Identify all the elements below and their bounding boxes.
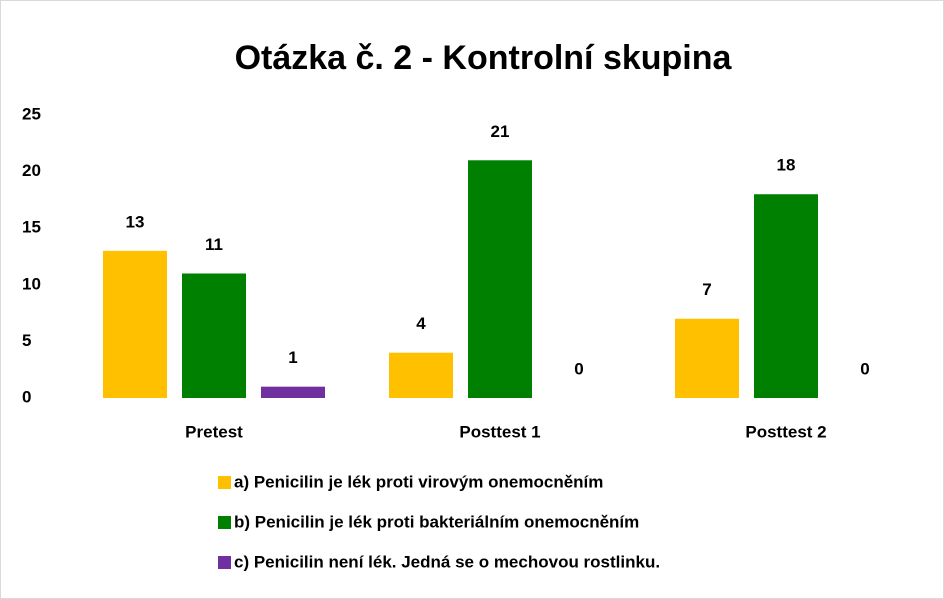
y-tick-label: 20 (22, 161, 41, 180)
data-label: 7 (702, 280, 711, 299)
legend-swatch (218, 556, 231, 569)
y-tick-label: 15 (22, 218, 41, 237)
data-label: 21 (491, 122, 510, 141)
legend-swatch (218, 476, 231, 489)
y-tick-label: 5 (22, 331, 31, 350)
bar (261, 386, 325, 398)
y-tick-label: 0 (22, 387, 31, 406)
legend-label: b) Penicilin je lék proti bakteriálním o… (234, 512, 639, 531)
y-tick-label: 10 (22, 274, 41, 293)
data-label: 18 (777, 156, 796, 175)
y-tick-label: 25 (22, 104, 41, 123)
data-label: 0 (574, 359, 583, 378)
bar (754, 194, 818, 398)
legend-label: c) Penicilin není lék. Jedná se o mechov… (234, 552, 660, 571)
legend-label: a) Penicilin je lék proti virovým onemoc… (234, 472, 603, 491)
data-label: 13 (126, 212, 145, 231)
bar (182, 273, 246, 398)
x-tick-label: Posttest 2 (745, 422, 826, 441)
legend-swatch (218, 516, 231, 529)
data-label: 11 (205, 235, 223, 254)
bar (468, 160, 532, 398)
x-tick-label: Posttest 1 (459, 422, 540, 441)
x-tick-label: Pretest (185, 422, 243, 441)
bar (103, 250, 167, 398)
chart-title: Otázka č. 2 - Kontrolní skupina (235, 39, 733, 77)
data-label: 0 (860, 359, 869, 378)
bar (389, 352, 453, 398)
data-label: 1 (288, 348, 297, 367)
bar (675, 318, 739, 398)
data-label: 4 (416, 314, 426, 333)
